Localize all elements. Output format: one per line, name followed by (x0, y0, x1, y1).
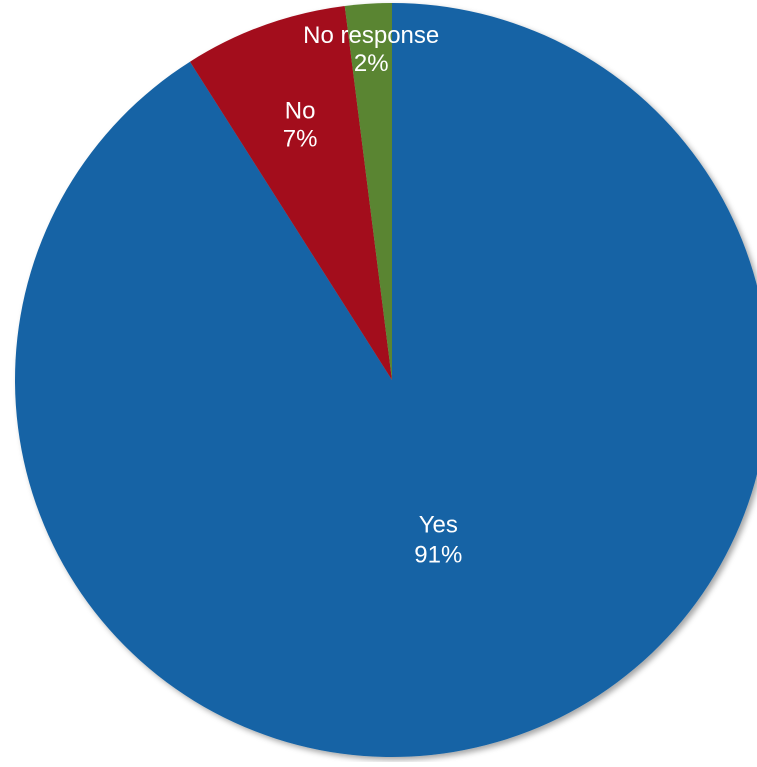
slice-value-yes: 91% (414, 541, 462, 568)
pie-slice-yes (15, 3, 757, 757)
slice-value-no-response: 2% (354, 50, 389, 77)
pie-slice-no (189, 5, 392, 380)
slice-label-no-response: No response (303, 22, 439, 49)
slice-value-no: 7% (283, 126, 318, 153)
pie-slices (15, 2, 757, 757)
pie-slice-no-response (344, 2, 392, 380)
slice-label-yes: Yes (419, 511, 458, 538)
slice-label-no: No (285, 98, 316, 125)
